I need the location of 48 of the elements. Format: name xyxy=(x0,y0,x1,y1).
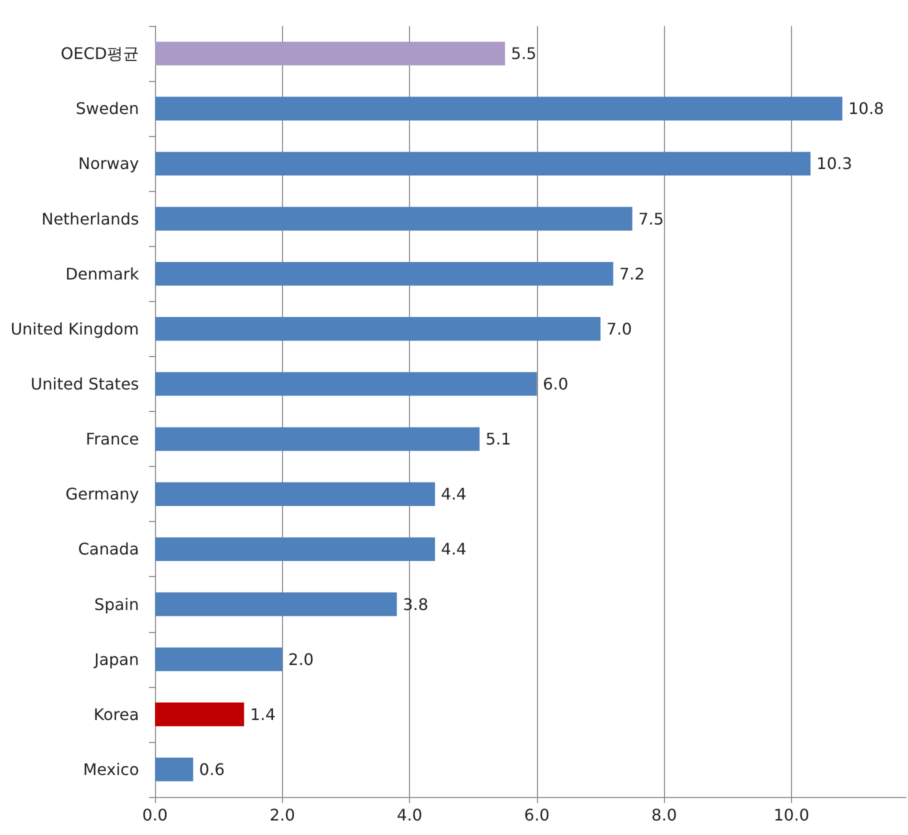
bar xyxy=(155,262,614,286)
y-tick-label: Mexico xyxy=(83,760,139,779)
x-tick-label: 2.0 xyxy=(270,806,296,824)
bar xyxy=(155,372,537,396)
y-tick-label: Denmark xyxy=(65,264,140,284)
y-tick-label: France xyxy=(86,430,139,449)
bar xyxy=(155,427,480,451)
data-label: 7.2 xyxy=(619,264,645,284)
data-label: 7.0 xyxy=(606,319,632,338)
y-tick-label: United States xyxy=(30,374,139,394)
data-label: 5.1 xyxy=(486,430,512,449)
data-label: 4.4 xyxy=(441,484,466,504)
bar xyxy=(155,96,842,120)
x-tick-label: 8.0 xyxy=(651,806,677,824)
data-label: 3.8 xyxy=(402,594,428,614)
y-tick-label: Netherlands xyxy=(41,209,139,228)
y-tick-label: Spain xyxy=(94,594,139,614)
bar xyxy=(155,482,436,506)
data-label: 10.3 xyxy=(816,154,852,174)
y-tick-label: Sweden xyxy=(76,99,139,118)
x-tick-label: 4.0 xyxy=(396,806,422,824)
y-tick-label: OECD평균 xyxy=(60,44,139,64)
data-label: 0.6 xyxy=(199,760,225,779)
y-tick-label: Japan xyxy=(93,650,139,669)
bar xyxy=(155,537,436,562)
bar xyxy=(155,758,194,782)
bar xyxy=(155,152,811,176)
bar xyxy=(155,702,244,726)
data-label: 2.0 xyxy=(288,650,314,669)
data-label: 6.0 xyxy=(542,374,568,394)
x-tick-label: 0.0 xyxy=(142,806,168,824)
y-tick-label: Norway xyxy=(78,154,139,174)
x-tick-label: 6.0 xyxy=(524,806,550,824)
y-tick-label: United Kingdom xyxy=(10,319,139,338)
bar xyxy=(155,647,282,672)
y-tick-label: Germany xyxy=(65,484,139,504)
data-label: 7.5 xyxy=(638,209,664,228)
bar xyxy=(155,317,601,341)
data-label: 1.4 xyxy=(250,704,276,724)
y-tick-label: Canada xyxy=(78,540,139,559)
y-tick-label: Korea xyxy=(94,704,139,724)
x-tick-label: 10.0 xyxy=(774,806,810,824)
bar xyxy=(155,592,397,616)
data-label: 5.5 xyxy=(511,44,536,64)
bar xyxy=(155,42,506,66)
data-label: 4.4 xyxy=(441,540,466,559)
bar xyxy=(155,206,632,231)
data-label: 10.8 xyxy=(848,99,884,118)
